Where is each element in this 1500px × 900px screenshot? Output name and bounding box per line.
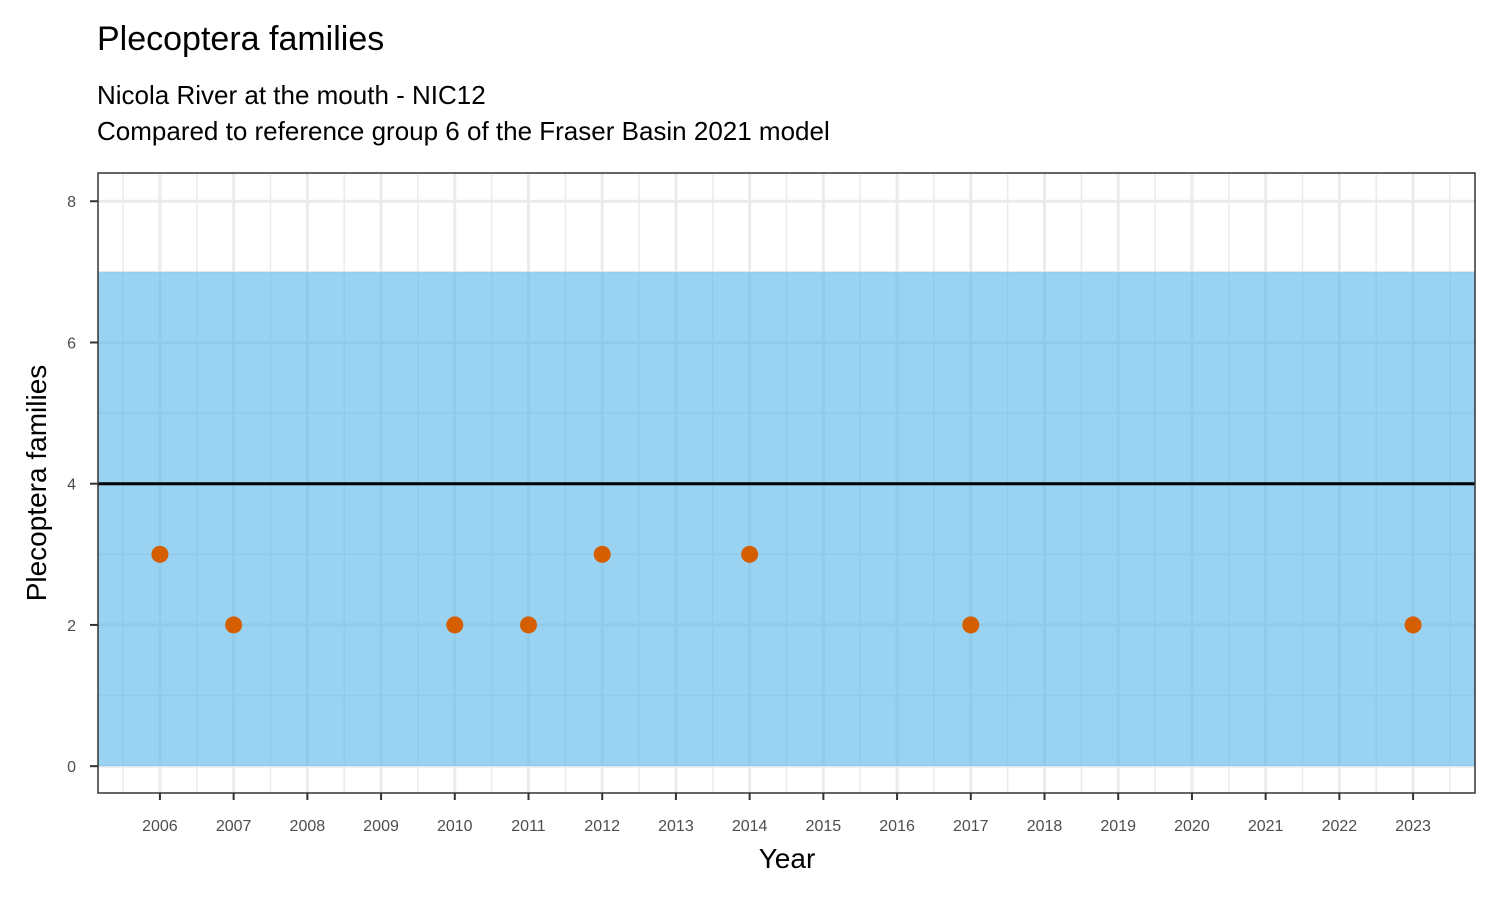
data-point [593,545,611,563]
y-tick-label: 4 [67,477,76,494]
x-tick-label: 2017 [953,818,989,835]
data-point [151,545,169,563]
x-tick-label: 2008 [290,818,326,835]
x-tick-label: 2014 [732,818,768,835]
data-point [962,616,980,634]
y-axis-label: Plecoptera families [21,365,52,602]
data-point [519,616,537,634]
y-tick-label: 6 [67,335,76,352]
x-tick-label: 2010 [437,818,473,835]
y-tick-label: 2 [67,618,76,635]
x-tick-label: 2009 [363,818,399,835]
x-tick-label: 2006 [142,818,178,835]
x-tick-label: 2011 [511,818,546,835]
y-tick-label: 0 [67,759,76,776]
x-tick-label: 2020 [1174,818,1210,835]
reference-band [98,271,1475,767]
data-point [225,616,243,634]
x-tick-label: 2022 [1322,818,1358,835]
x-tick-label: 2007 [216,818,252,835]
x-tick-label: 2021 [1248,818,1284,835]
data-point [741,545,759,563]
chart-subtitle-2: Compared to reference group 6 of the Fra… [97,116,830,146]
x-tick-label: 2019 [1100,818,1136,835]
x-tick-label: 2023 [1395,818,1431,835]
x-tick-label: 2016 [879,818,915,835]
x-tick-label: 2012 [584,818,620,835]
x-tick-label: 2018 [1027,818,1063,835]
y-tick-label: 8 [67,194,76,211]
data-point [1404,616,1422,634]
x-tick-label: 2013 [658,818,694,835]
chart-title: Plecoptera families [97,20,385,58]
x-axis-label: Year [759,843,816,874]
chart-subtitle-1: Nicola River at the mouth - NIC12 [97,80,486,110]
data-point [446,616,464,634]
x-tick-label: 2015 [806,818,842,835]
